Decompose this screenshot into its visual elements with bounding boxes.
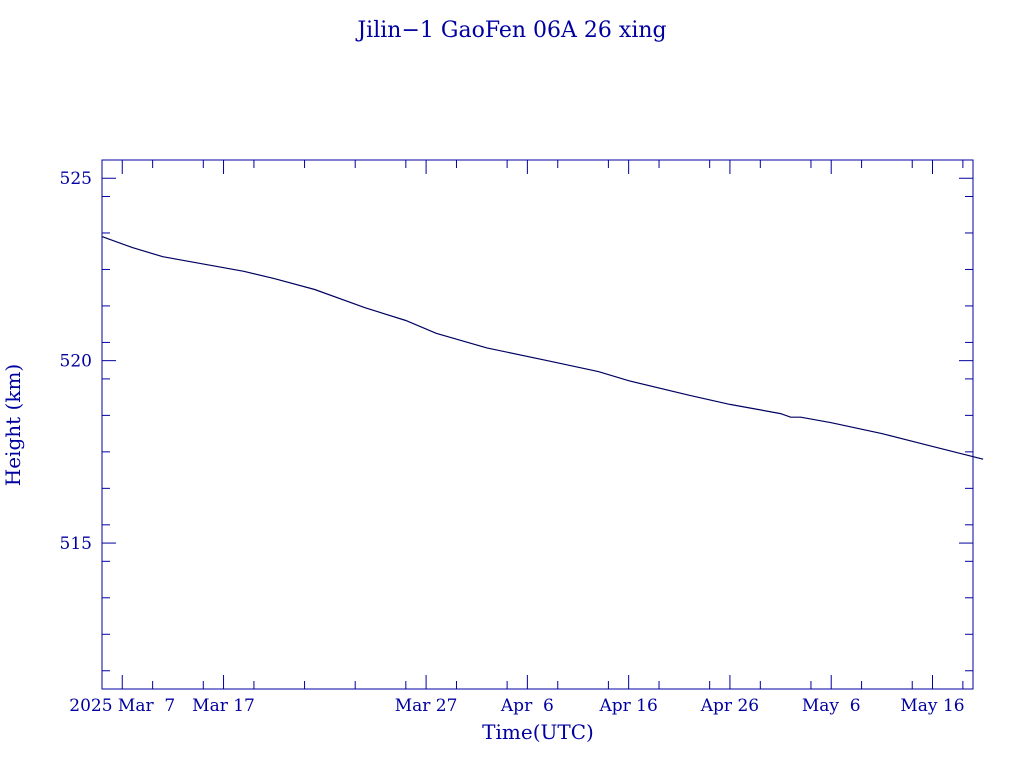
y-axis-label: Height (km) xyxy=(1,364,25,486)
y-tick-label: 520 xyxy=(60,352,92,372)
x-tick-label: May 16 xyxy=(900,696,964,716)
y-ticks xyxy=(102,159,973,672)
chart-title: Jilin−1 GaoFen 06A 26 xing xyxy=(355,18,666,43)
x-tick-label: 2025 Mar 7 xyxy=(69,696,175,716)
plot-frame xyxy=(101,159,974,690)
x-axis-label: Time(UTC) xyxy=(482,720,594,744)
x-tick-label: Apr 16 xyxy=(598,696,657,716)
height-series-line xyxy=(101,236,984,460)
x-tick-labels: 2025 Mar 7 Mar 17 Mar 27 Apr 6 Apr 16 Apr 26 M… xyxy=(69,696,964,716)
x-tick-label: May 6 xyxy=(802,696,861,716)
y-tick-label: 515 xyxy=(60,534,92,554)
x-tick-label: Mar 27 xyxy=(395,696,458,716)
y-tick-labels: 525 520 515 xyxy=(60,169,92,554)
x-ticks xyxy=(101,160,964,689)
x-tick-label: Apr 6 xyxy=(500,696,554,716)
y-tick-label: 525 xyxy=(60,169,92,189)
x-tick-label: Mar 17 xyxy=(192,696,255,716)
x-tick-label: Apr 26 xyxy=(700,696,759,716)
